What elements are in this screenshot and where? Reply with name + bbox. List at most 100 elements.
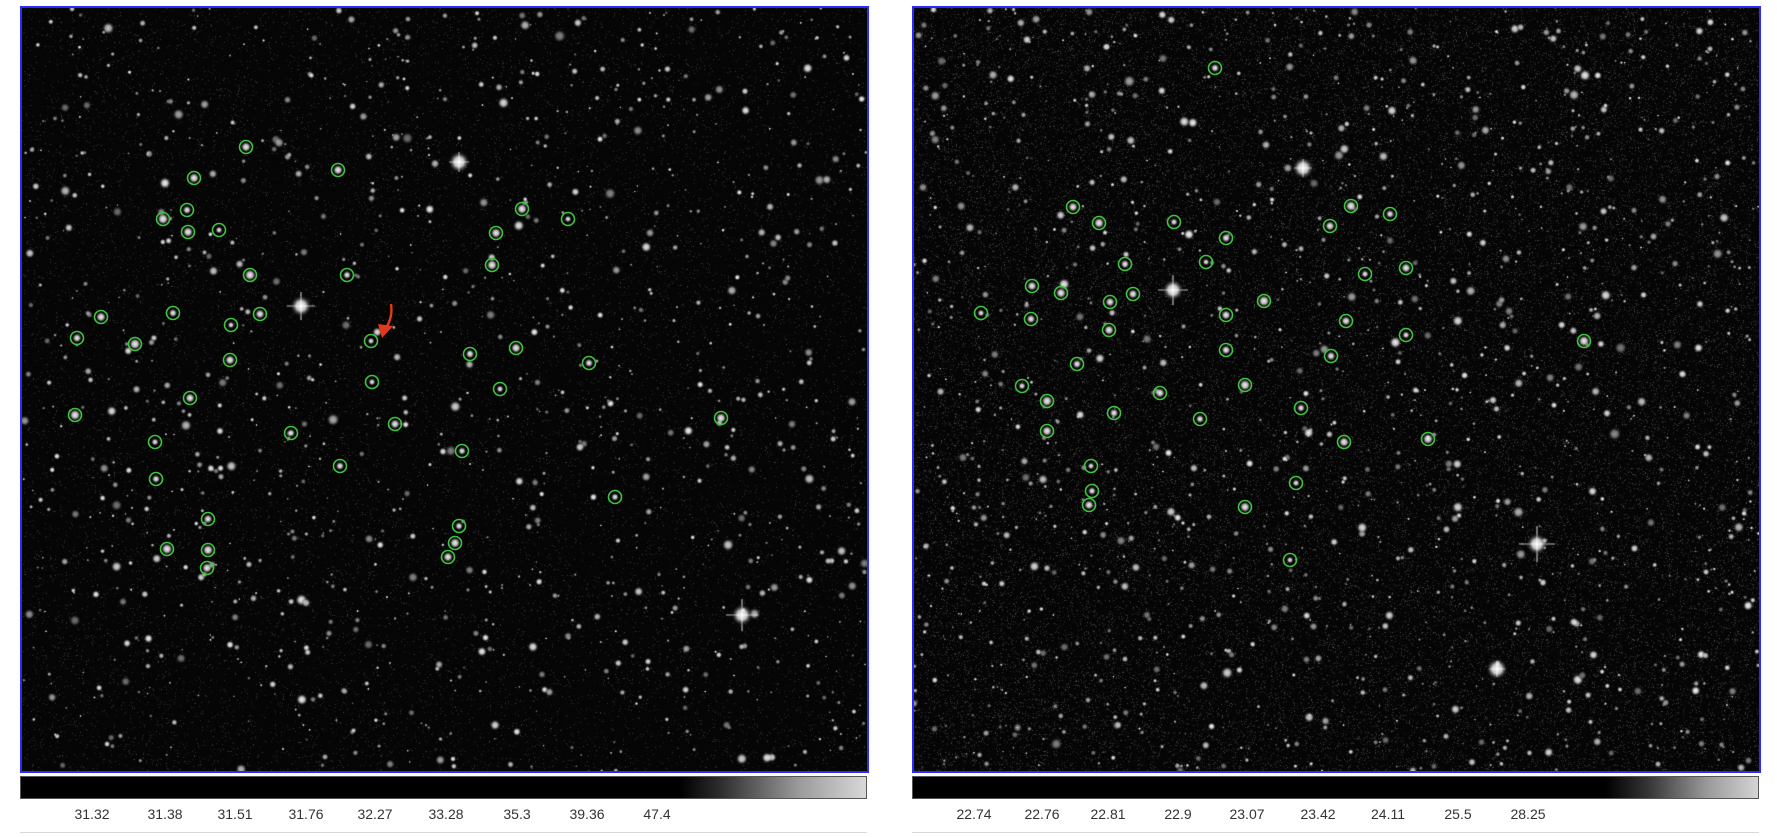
left-region-circle-8[interactable] (242, 267, 258, 283)
left-region-circle-17[interactable] (363, 333, 379, 349)
left-region-circle-11[interactable] (93, 309, 109, 325)
left-region-circle-19[interactable] (182, 390, 198, 406)
right-region-circle-42[interactable] (1382, 206, 1398, 222)
left-region-circle-2[interactable] (186, 170, 202, 186)
right-region-circle-14[interactable] (1101, 322, 1117, 338)
red-arrow-annotation (378, 303, 393, 338)
right-region-circle-5[interactable] (1218, 230, 1234, 246)
right-region-circle-16[interactable] (1256, 293, 1272, 309)
right-region-circle-38[interactable] (1398, 327, 1414, 343)
left-region-circle-5[interactable] (155, 211, 171, 227)
left-region-circle-43[interactable] (440, 549, 456, 565)
right-colorbar-tick-5: 23.07 (1229, 806, 1265, 822)
right-region-circle-1[interactable] (1207, 60, 1223, 76)
right-region-circle-39[interactable] (1420, 431, 1436, 447)
left-colorbar-tick-3: 31.51 (217, 806, 253, 822)
left-region-circle-35[interactable] (508, 340, 524, 356)
right-region-circle-22[interactable] (1152, 385, 1168, 401)
left-region-circle-21[interactable] (147, 434, 163, 450)
right-region-circle-31[interactable] (1288, 475, 1304, 491)
right-region-circle-26[interactable] (1083, 458, 1099, 474)
left-region-circle-31[interactable] (514, 201, 530, 217)
star-field-image-left[interactable] (22, 8, 867, 771)
right-region-circle-27[interactable] (1084, 483, 1100, 499)
right-region-circle-40[interactable] (1322, 218, 1338, 234)
left-region-circle-39[interactable] (713, 410, 729, 426)
right-region-circle-2[interactable] (1065, 199, 1081, 215)
right-region-circle-30[interactable] (1282, 552, 1298, 568)
right-region-circle-36[interactable] (1357, 266, 1373, 282)
left-region-circle-26[interactable] (200, 511, 216, 527)
right-region-circle-23[interactable] (1192, 411, 1208, 427)
left-region-circle-33[interactable] (484, 257, 500, 273)
left-region-circle-14[interactable] (127, 336, 143, 352)
right-region-circle-43[interactable] (1576, 333, 1592, 349)
image-frame-left[interactable] (20, 6, 869, 773)
right-region-circle-29[interactable] (1237, 499, 1253, 515)
left-region-circle-29[interactable] (199, 560, 215, 576)
left-region-circle-13[interactable] (69, 330, 85, 346)
right-region-circle-25[interactable] (1039, 423, 1055, 439)
left-region-circle-34[interactable] (462, 346, 478, 362)
right-region-circle-18[interactable] (1069, 356, 1085, 372)
left-region-circle-23[interactable] (387, 416, 403, 432)
right-region-circle-41[interactable] (1343, 198, 1359, 214)
left-region-circle-4[interactable] (179, 202, 195, 218)
left-region-circle-12[interactable] (252, 306, 268, 322)
left-region-circle-15[interactable] (223, 317, 239, 333)
right-region-circle-11[interactable] (1125, 286, 1141, 302)
left-region-circle-1[interactable] (238, 139, 254, 155)
right-region-circle-9[interactable] (1053, 285, 1069, 301)
colorbar-right (912, 776, 1759, 799)
right-region-circle-17[interactable] (1218, 342, 1234, 358)
right-region-circle-7[interactable] (1117, 256, 1133, 272)
right-region-circle-4[interactable] (1166, 214, 1182, 230)
left-region-circle-25[interactable] (148, 471, 164, 487)
left-region-circle-37[interactable] (581, 355, 597, 371)
left-region-circle-40[interactable] (607, 489, 623, 505)
left-region-circle-6[interactable] (180, 224, 196, 240)
right-region-circle-6[interactable] (1198, 254, 1214, 270)
left-colorbar-tick-4: 31.76 (288, 806, 324, 822)
right-region-circle-19[interactable] (1014, 378, 1030, 394)
left-colorbar-tick-2: 31.38 (147, 806, 183, 822)
left-region-circle-41[interactable] (451, 518, 467, 534)
image-frame-right[interactable] (912, 6, 1761, 773)
left-region-circle-38[interactable] (454, 443, 470, 459)
left-region-circle-9[interactable] (339, 267, 355, 283)
left-region-circle-18[interactable] (364, 374, 380, 390)
right-region-circle-37[interactable] (1398, 260, 1414, 276)
right-region-circle-20[interactable] (1039, 393, 1055, 409)
left-region-circle-24[interactable] (332, 458, 348, 474)
left-region-circle-20[interactable] (67, 407, 83, 423)
left-region-circle-27[interactable] (159, 541, 175, 557)
left-region-circle-30[interactable] (488, 225, 504, 241)
left-region-circle-22[interactable] (283, 425, 299, 441)
right-region-circle-34[interactable] (1323, 348, 1339, 364)
left-colorbar-tick-5: 32.27 (357, 806, 393, 822)
left-region-circle-16[interactable] (222, 352, 238, 368)
right-region-circle-33[interactable] (1336, 434, 1352, 450)
left-region-circle-36[interactable] (492, 381, 508, 397)
right-colorbar-tick-4: 22.9 (1164, 806, 1192, 822)
left-region-circle-7[interactable] (211, 222, 227, 238)
star-field-image-right[interactable] (914, 8, 1759, 771)
right-region-circle-13[interactable] (1023, 311, 1039, 327)
left-region-circle-10[interactable] (165, 305, 181, 321)
right-region-circle-12[interactable] (973, 305, 989, 321)
left-region-circle-3[interactable] (330, 162, 346, 178)
left-region-circle-42[interactable] (447, 535, 463, 551)
left-region-circle-32[interactable] (560, 211, 576, 227)
right-region-circle-35[interactable] (1338, 313, 1354, 329)
right-region-circle-28[interactable] (1081, 497, 1097, 513)
right-region-circle-8[interactable] (1024, 278, 1040, 294)
right-region-circle-32[interactable] (1293, 400, 1309, 416)
right-colorbar-tick-9: 28.25 (1510, 806, 1546, 822)
right-region-circle-21[interactable] (1106, 405, 1122, 421)
left-region-circle-28[interactable] (200, 542, 216, 558)
right-region-circle-3[interactable] (1091, 215, 1107, 231)
right-region-circle-10[interactable] (1102, 294, 1118, 310)
right-region-circle-24[interactable] (1237, 377, 1253, 393)
right-region-circle-15[interactable] (1218, 307, 1234, 323)
right-colorbar-tick-2: 22.76 (1024, 806, 1060, 822)
